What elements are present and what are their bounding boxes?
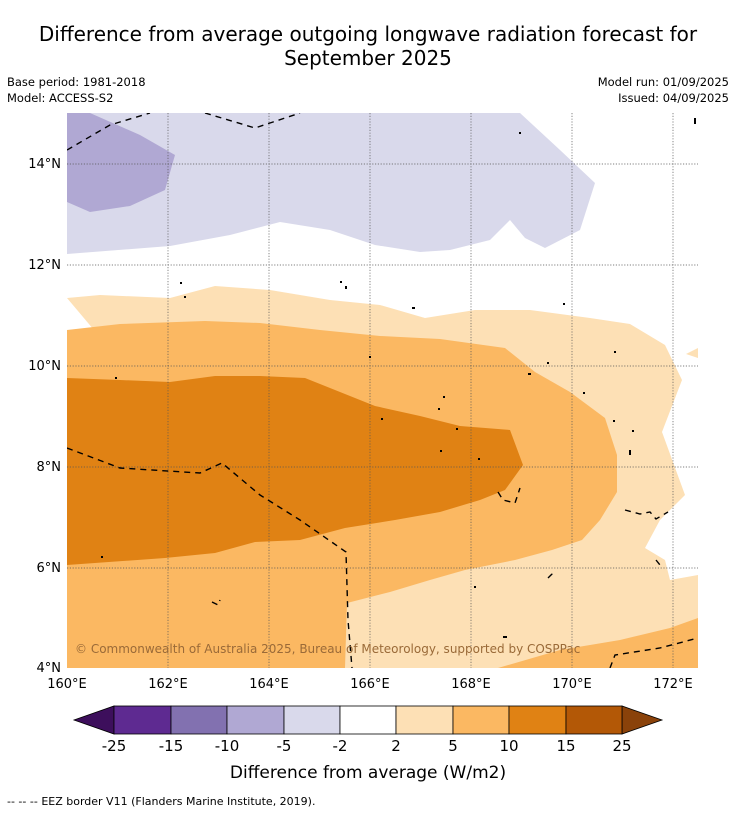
- colorbar-cell-6: [452, 705, 510, 735]
- colorbar-cell-7: [508, 705, 567, 735]
- lat-label-8n: 8°N: [37, 460, 62, 475]
- map-panel: © Commonwealth of Australia 2025, Bureau…: [67, 113, 698, 668]
- title-line-1: Difference from average outgoing longwav…: [38, 22, 698, 46]
- lon-label-166e: 166°E: [350, 677, 390, 692]
- legend-footer: -- -- -- EEZ border V11 (Flanders Marine…: [7, 795, 315, 808]
- colorbar-tick-2: -10: [215, 737, 240, 755]
- model-run: Model run: 01/09/2025: [597, 75, 729, 89]
- issued-date: Issued: 04/09/2025: [618, 91, 729, 105]
- lon-label-168e: 168°E: [451, 677, 491, 692]
- model-name: Model: ACCESS-S2: [7, 91, 114, 105]
- base-period: Base period: 1981-2018: [7, 75, 146, 89]
- colorbar-tick-7: 10: [499, 737, 518, 755]
- colorbar-tick-labels: -25 -15 -10 -5 -2 2 5 10 15 25: [102, 737, 632, 755]
- colorbar-tick-5: 2: [391, 737, 401, 755]
- lon-label-162e: 162°E: [148, 677, 188, 692]
- colorbar-cell-5: [395, 705, 454, 735]
- eez-line-symbol: -- -- --: [7, 795, 38, 808]
- colorbar-tick-4: -2: [333, 737, 348, 755]
- lat-label-12n: 12°N: [28, 258, 61, 273]
- meta-right: Model run: 01/09/2025 Issued: 04/09/2025: [598, 74, 729, 106]
- colorbar-cell-8: [565, 705, 623, 735]
- anomaly-fill-minus5-minus2: [67, 113, 595, 254]
- colorbar-tick-9: 25: [612, 737, 631, 755]
- colorbar: -25 -15 -10 -5 -2 2 5 10 15 25 Differenc…: [72, 705, 664, 783]
- colorbar-tick-6: 5: [448, 737, 458, 755]
- title-line-2: September 2025: [284, 46, 452, 70]
- map-title: Difference from average outgoing longwav…: [0, 22, 736, 70]
- lat-label-14n: 14°N: [28, 157, 61, 172]
- anomaly-fill-2-5-island: [686, 348, 698, 358]
- island-specks: [101, 118, 696, 638]
- latitude-labels: 14°N 12°N 10°N 8°N 6°N 4°N: [28, 157, 61, 676]
- eez-borders: [67, 113, 698, 668]
- lat-label-6n: 6°N: [37, 561, 62, 576]
- graticule: [67, 113, 698, 668]
- lon-label-164e: 164°E: [249, 677, 289, 692]
- colorbar-tick-0: -25: [102, 737, 127, 755]
- anomaly-fill-minus10-minus5: [67, 113, 175, 212]
- colorbar-cell-4: [339, 705, 397, 735]
- lat-label-10n: 10°N: [28, 359, 61, 374]
- colorbar-cell-3: [283, 705, 341, 735]
- longitude-labels: 160°E 162°E 164°E 166°E 168°E 170°E 172°…: [47, 677, 693, 692]
- eez-source-text: EEZ border V11 (Flanders Marine Institut…: [41, 795, 316, 808]
- lon-label-170e: 170°E: [552, 677, 592, 692]
- anomaly-fill-5-10-corner: [498, 618, 698, 668]
- colorbar-high-arrow: [621, 705, 664, 735]
- colorbar-label: Difference from average (W/m2): [230, 763, 506, 783]
- anomaly-fill-10-15: [67, 376, 523, 565]
- colorbar-tick-8: 15: [556, 737, 575, 755]
- colorbar-tick-1: -15: [159, 737, 184, 755]
- colorbar-cell-1: [170, 705, 228, 735]
- colorbar-cell-2: [226, 705, 285, 735]
- colorbar-low-arrow: [72, 705, 115, 735]
- copyright-notice: © Commonwealth of Australia 2025, Bureau…: [75, 642, 580, 656]
- colorbar-tick-3: -5: [277, 737, 292, 755]
- lat-label-4n: 4°N: [37, 661, 62, 676]
- meta-left: Base period: 1981-2018 Model: ACCESS-S2: [7, 74, 146, 106]
- lon-label-160e: 160°E: [47, 677, 87, 692]
- lon-label-172e: 172°E: [653, 677, 693, 692]
- colorbar-cell-0: [113, 705, 172, 735]
